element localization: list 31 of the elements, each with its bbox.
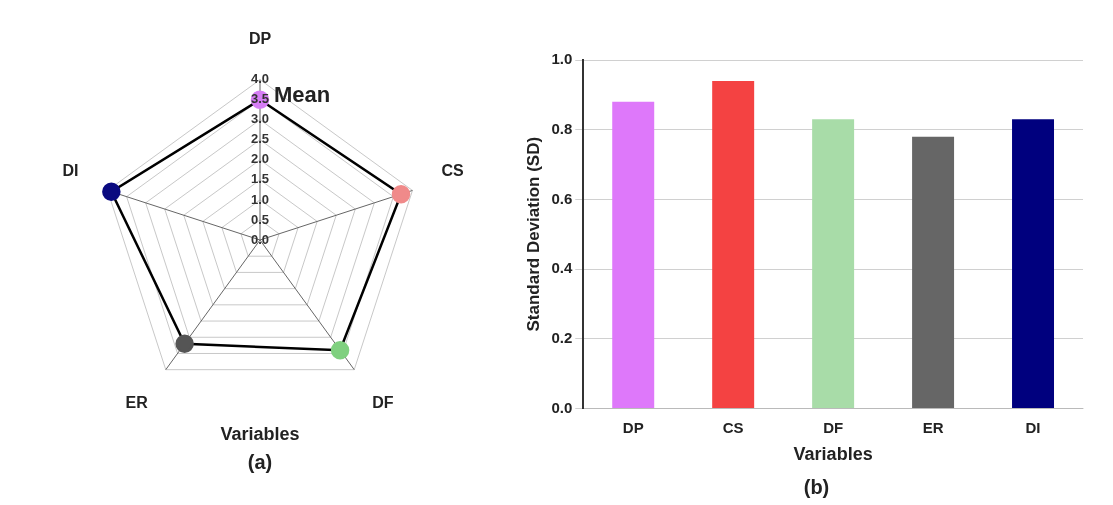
y-tick-label: 4.0 <box>250 71 270 87</box>
spoke-label: CS <box>441 161 465 179</box>
x-tick-label: DP <box>622 418 644 436</box>
spoke-label: ER <box>125 394 149 412</box>
y-tick-label: 0.0 <box>551 398 573 416</box>
text: Variables <box>220 424 300 445</box>
text: (a) <box>247 451 273 474</box>
y-tick-label: 0.2 <box>551 328 573 346</box>
y-axis-title: Standard Deviation (SD) <box>523 136 543 332</box>
spoke-label: DP <box>248 30 272 48</box>
y-tick-label: 2.0 <box>250 151 270 167</box>
y-tick-label: 0.6 <box>551 189 573 207</box>
y-tick-label: 3.0 <box>250 111 270 127</box>
x-axis-title: Variables <box>793 444 873 465</box>
y-tick-label: 1.0 <box>551 50 573 68</box>
y-tick-label: 0.0 <box>250 231 270 247</box>
spoke-label: DF <box>372 394 394 412</box>
y-tick-label: 2.5 <box>250 131 270 147</box>
y-tick-label: 0.8 <box>551 119 573 137</box>
x-tick-label: DF <box>823 418 844 436</box>
series-label: Mean <box>274 81 331 107</box>
x-tick-label: CS <box>722 418 744 436</box>
spoke-label: DI <box>62 161 79 179</box>
x-tick-label: DI <box>1025 418 1041 436</box>
y-tick-label: 3.5 <box>250 91 270 107</box>
y-tick-label: 1.0 <box>250 191 270 207</box>
y-tick-label: 1.5 <box>250 171 270 187</box>
y-tick-label: 0.4 <box>551 259 573 277</box>
x-tick-label: ER <box>922 418 944 436</box>
text: (b) <box>803 476 830 499</box>
y-tick-label: 0.5 <box>250 211 270 227</box>
